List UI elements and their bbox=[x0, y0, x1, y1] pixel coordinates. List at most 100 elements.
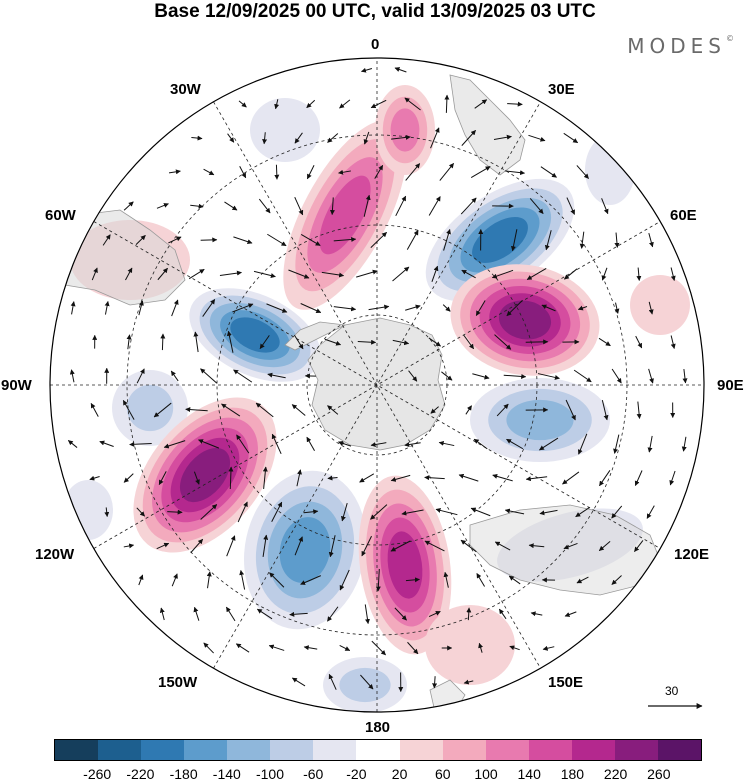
colorbar-tick-label: -220 bbox=[126, 766, 155, 782]
wind-vector-arrow bbox=[430, 406, 439, 414]
wind-vector-arrow bbox=[565, 399, 576, 421]
wind-vector-arrow bbox=[167, 509, 183, 515]
wind-vector-arrow bbox=[361, 67, 373, 73]
colorbar-swatch bbox=[55, 740, 99, 760]
wind-vector-arrow bbox=[136, 368, 145, 384]
wind-vector-arrow bbox=[153, 402, 172, 418]
wind-vector-arrow bbox=[432, 676, 438, 689]
wind-vector-arrow bbox=[444, 94, 450, 113]
wind-vector-arrow bbox=[356, 269, 378, 278]
wind-vector-arrow bbox=[408, 370, 418, 382]
wind-vector-arrow bbox=[474, 99, 488, 109]
wind-vector-arrow bbox=[405, 577, 420, 583]
wind-vector-arrow bbox=[544, 230, 552, 251]
wind-vector-arrow bbox=[611, 575, 622, 585]
anomaly-field bbox=[63, 85, 690, 712]
wind-vector-arrow bbox=[539, 509, 558, 516]
anomaly-contour bbox=[585, 135, 635, 205]
wind-vector-arrow bbox=[337, 440, 352, 447]
wind-vector-arrow bbox=[601, 400, 609, 421]
wind-vector-arrow bbox=[576, 576, 589, 584]
wind-vector-arrow bbox=[599, 470, 611, 487]
wind-vector-arrow bbox=[525, 476, 548, 482]
wind-vector-arrow bbox=[577, 305, 588, 311]
wind-vector-arrow bbox=[188, 268, 205, 280]
wind-vector-arrow bbox=[104, 300, 110, 315]
wind-vector-arrow bbox=[371, 640, 386, 656]
wind-vector-arrow bbox=[441, 371, 453, 381]
wind-vector-arrow bbox=[99, 440, 114, 447]
anomaly-contour bbox=[63, 480, 113, 540]
wind-vector-arrow bbox=[296, 469, 302, 487]
wind-vector-arrow bbox=[575, 506, 591, 518]
vector-scale-label: 30 bbox=[665, 684, 679, 698]
positive-anomaly bbox=[375, 85, 435, 175]
colorbar-swatch bbox=[98, 740, 142, 760]
wind-vector-arrow bbox=[635, 335, 643, 349]
wind-vector-arrow bbox=[428, 610, 441, 618]
wind-vector-arrow bbox=[274, 164, 280, 180]
copyright-mark: © bbox=[726, 34, 734, 43]
wind-vector-arrow bbox=[123, 473, 134, 483]
wind-vector-arrow bbox=[288, 269, 310, 279]
wind-vector-arrow bbox=[327, 133, 339, 143]
colorbar-tick-label: -140 bbox=[212, 766, 241, 782]
wind-vector-arrow bbox=[681, 436, 687, 452]
anomaly-contour bbox=[339, 667, 391, 703]
wind-vector-arrow bbox=[328, 673, 337, 690]
wind-vector-arrow bbox=[506, 438, 524, 450]
wind-vector-arrow bbox=[460, 539, 477, 553]
wind-vector-arrow bbox=[392, 339, 410, 346]
colorbar-swatch bbox=[141, 740, 185, 760]
wind-vector-arrow bbox=[269, 572, 285, 588]
wind-vector-arrow bbox=[221, 403, 241, 417]
negative-anomaly bbox=[112, 370, 188, 446]
wind-vector-arrow bbox=[294, 536, 304, 556]
wind-vector-arrow bbox=[136, 507, 145, 517]
wind-vector-arrow bbox=[303, 645, 318, 651]
wind-vector-arrow bbox=[461, 129, 476, 146]
wind-vector-arrow bbox=[390, 540, 411, 552]
map-border bbox=[49, 57, 705, 713]
wind-vector-arrow bbox=[333, 237, 357, 243]
wind-vector-arrow bbox=[611, 505, 623, 519]
wind-vector-arrow bbox=[542, 645, 555, 651]
wind-vector-arrow bbox=[601, 267, 608, 281]
wind-vector-arrow bbox=[576, 165, 589, 179]
colorbar-tick-label: 180 bbox=[560, 766, 585, 782]
wind-vector-arrow bbox=[293, 334, 304, 350]
wind-vector-arrow bbox=[562, 471, 580, 485]
wind-vector-arrow bbox=[125, 267, 133, 281]
wind-vector-arrow bbox=[564, 268, 578, 280]
wind-vector-arrow bbox=[274, 99, 280, 110]
wind-vector-arrow bbox=[494, 334, 512, 350]
colorbar-swatch bbox=[399, 740, 443, 760]
positive-anomaly bbox=[425, 605, 515, 685]
wind-vector-arrow bbox=[200, 504, 218, 520]
wind-vector-arrow bbox=[227, 133, 235, 143]
anomaly-contour bbox=[126, 384, 174, 432]
wind-vector-arrow bbox=[138, 300, 144, 316]
colorbar-swatch bbox=[442, 740, 486, 760]
wind-vector-arrow bbox=[470, 166, 491, 178]
colorbar-swatch bbox=[356, 740, 400, 760]
brand-name: MODES bbox=[627, 34, 726, 58]
wind-vector-arrow bbox=[394, 67, 407, 73]
anomaly-contour bbox=[506, 399, 574, 441]
wind-vector-arrow bbox=[466, 607, 472, 621]
wind-vector-arrow bbox=[262, 466, 268, 489]
wind-vector-arrow bbox=[329, 197, 335, 216]
wind-vector-arrow bbox=[190, 203, 204, 209]
negative-anomaly bbox=[63, 480, 113, 540]
colorbar-swatch bbox=[184, 740, 228, 760]
lon-label-30w: 30W bbox=[170, 81, 201, 98]
wind-vector-arrow bbox=[203, 168, 215, 176]
wind-vector-arrow bbox=[364, 604, 370, 625]
wind-vector-arrow bbox=[160, 333, 166, 351]
wind-vector-arrow bbox=[370, 504, 388, 520]
lon-label-150e: 150E bbox=[548, 674, 584, 691]
wind-vector-arrow bbox=[498, 608, 507, 620]
colorbar-tick-label: -20 bbox=[346, 766, 367, 782]
colorbar-swatch bbox=[227, 740, 271, 760]
wind-vector-arrow bbox=[504, 170, 526, 176]
